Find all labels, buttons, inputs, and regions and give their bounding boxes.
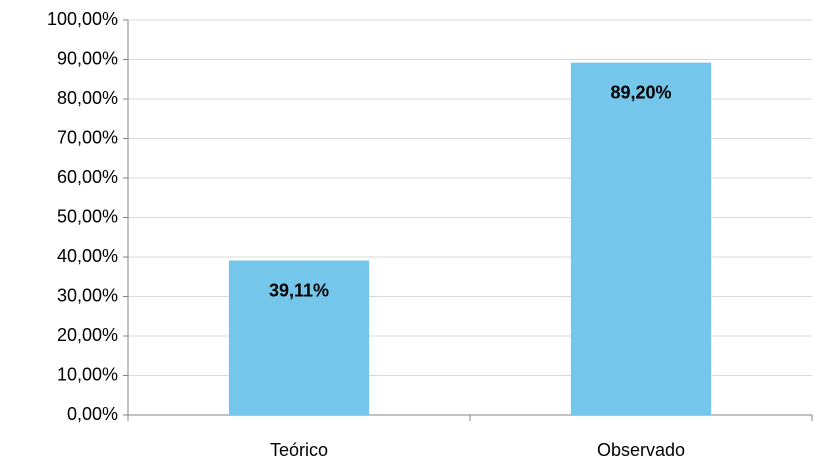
y-tick-label: 10,00% [57, 364, 118, 384]
y-tick-label: 60,00% [57, 167, 118, 187]
y-tick-label: 70,00% [57, 127, 118, 147]
y-tick-label: 50,00% [57, 206, 118, 226]
x-tick-label: Observado [597, 440, 685, 460]
y-tick-label: 80,00% [57, 88, 118, 108]
y-tick-label: 0,00% [67, 404, 118, 424]
y-tick-label: 40,00% [57, 246, 118, 266]
value-label: 39,11% [269, 280, 329, 300]
y-tick-label: 30,00% [57, 285, 118, 305]
value-label: 89,20% [610, 82, 671, 102]
y-tick-label: 100,00% [47, 9, 118, 29]
y-tick-label: 90,00% [57, 48, 118, 68]
y-tick-label: 20,00% [57, 325, 118, 345]
x-tick-label: Teórico [270, 440, 328, 460]
bar [570, 62, 712, 415]
bar [228, 260, 370, 415]
